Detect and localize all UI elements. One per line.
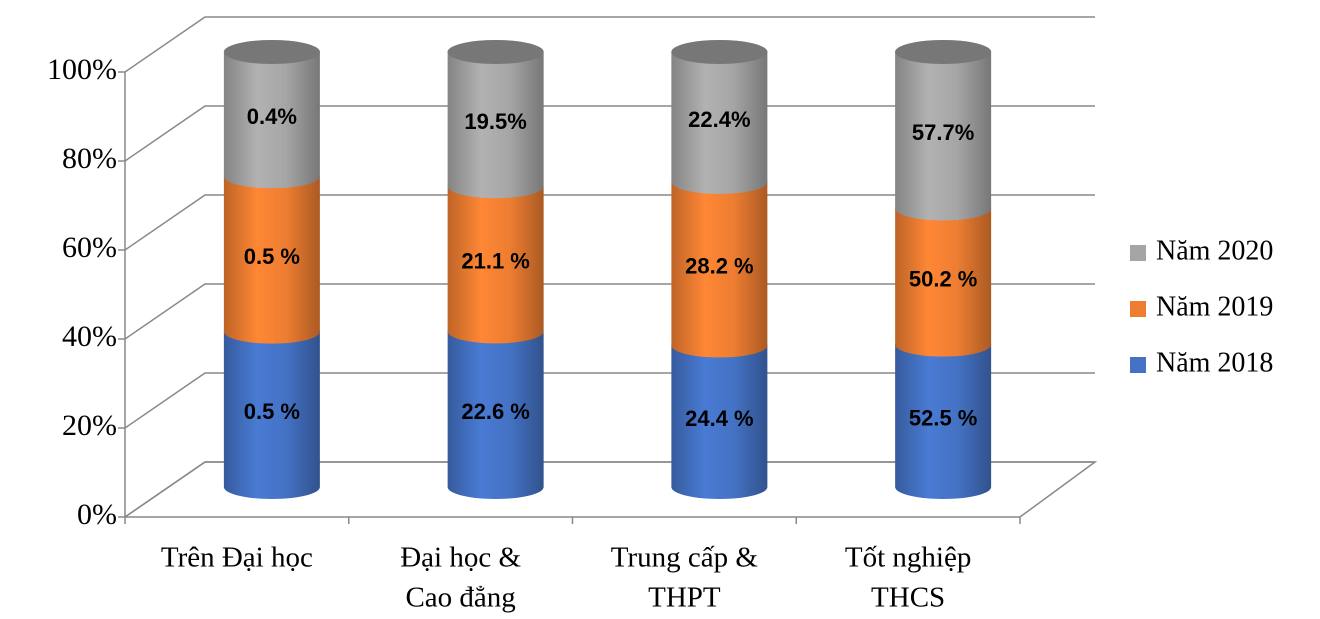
bar-segment [447, 174, 544, 344]
bar-segment [895, 332, 992, 500]
y-tick-label: 60% [62, 231, 117, 264]
y-tick-label: 40% [62, 320, 117, 353]
bar-segment [671, 333, 768, 500]
data-label: 52.5 % [909, 406, 978, 431]
x-tick-label: Cao đẳng [405, 582, 515, 614]
grid-line [124, 105, 1095, 162]
x-tick-label: THCS [871, 582, 945, 614]
bar-segment [671, 40, 768, 194]
data-label: 28.2 % [685, 254, 754, 279]
bar-top [223, 40, 320, 64]
bar-top [671, 40, 768, 64]
data-label: 22.4% [688, 107, 750, 132]
bar-segment [895, 196, 992, 357]
bar-top [447, 40, 544, 64]
data-label: 24.4 % [685, 406, 754, 431]
legend-swatch [1130, 245, 1146, 261]
legend-swatch [1130, 301, 1146, 317]
grid-line [124, 372, 1095, 429]
data-label: 21.1 % [461, 249, 530, 274]
data-label: 19.5% [464, 109, 526, 134]
x-tick-label: Trung cấp & [611, 542, 759, 574]
x-tick-label: Đại học & [400, 542, 521, 574]
grid-line [124, 194, 1095, 251]
grid-line [124, 461, 1095, 518]
y-tick-label: 0% [77, 498, 117, 531]
bar-segment [223, 319, 320, 500]
bar-top [895, 40, 992, 64]
y-tick-label: 80% [62, 142, 117, 175]
data-label: 50.2 % [909, 266, 978, 291]
bar-segment [447, 319, 544, 500]
legend-label: Năm 2020 [1156, 235, 1273, 266]
grid-line [124, 283, 1095, 340]
data-label: 22.6 % [461, 399, 530, 424]
grid-line [124, 16, 1095, 73]
data-label: 0.5 % [244, 399, 300, 424]
bar-segment [223, 164, 320, 344]
y-tick-label: 100% [47, 53, 117, 86]
legend-label: Năm 2019 [1156, 291, 1273, 322]
legend-swatch [1130, 357, 1146, 373]
data-label: 57.7% [912, 120, 974, 145]
data-label: 0.4% [247, 104, 297, 129]
bar-segment [671, 169, 768, 358]
legend-label: Năm 2018 [1156, 347, 1273, 378]
x-tick-label: THPT [648, 582, 721, 614]
bar-segment [223, 40, 320, 189]
bar-segment [447, 40, 544, 199]
y-tick-label: 20% [62, 409, 117, 442]
data-label: 0.5 % [244, 244, 300, 269]
x-tick-label: Tốt nghiệp [845, 542, 971, 574]
bar-segment [895, 40, 992, 221]
x-tick-label: Trên Đại học [161, 542, 313, 574]
